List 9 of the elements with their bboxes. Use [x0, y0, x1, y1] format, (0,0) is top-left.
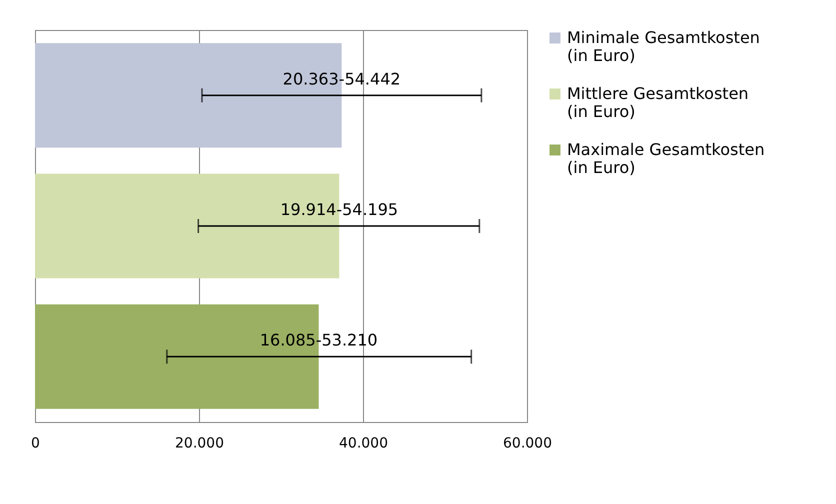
data-label: 19.914-54.195	[280, 200, 398, 219]
x-tick-label: 20.000	[175, 436, 224, 452]
data-label: 20.363-54.442	[282, 69, 401, 88]
legend-label: Maximale Gesamtkosten (in Euro)	[567, 140, 765, 177]
legend-label: Minimale Gesamtkosten (in Euro)	[567, 28, 760, 65]
x-tick-label: 60.000	[503, 436, 552, 452]
x-tick-label: 0	[31, 436, 40, 452]
x-tick-label: 40.000	[339, 436, 388, 452]
legend-label: Mittlere Gesamtkosten (in Euro)	[567, 84, 749, 121]
